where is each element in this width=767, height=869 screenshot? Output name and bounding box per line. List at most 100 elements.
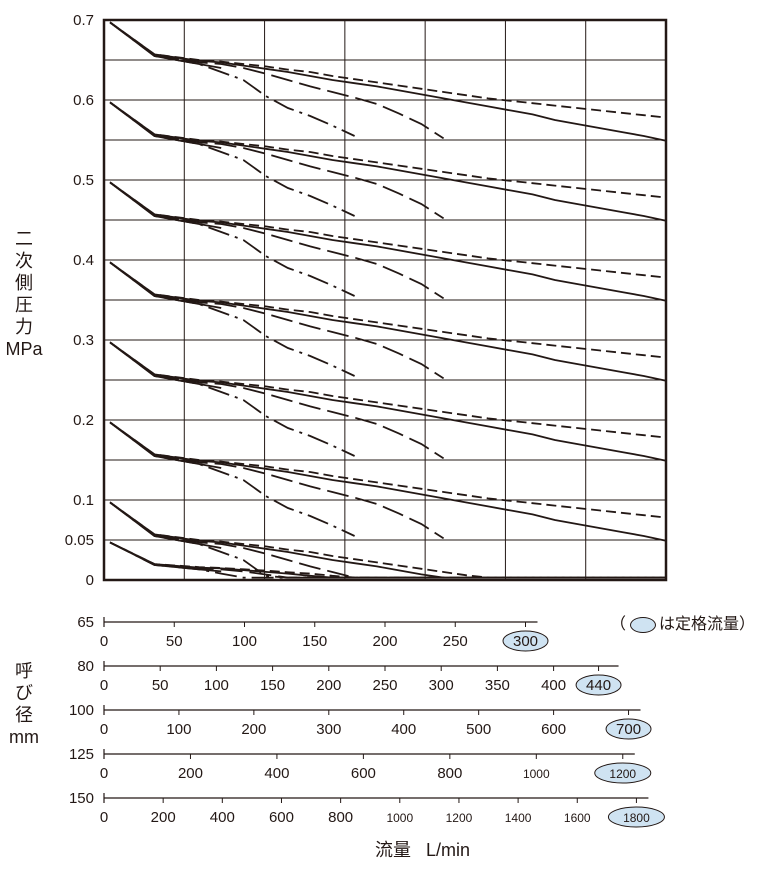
pressure-curve bbox=[109, 181, 355, 297]
flow-tick-label: 400 bbox=[541, 677, 566, 694]
flow-tick-label: 800 bbox=[328, 809, 353, 826]
nominal-size-label: 125 bbox=[69, 746, 94, 763]
diameter-label-char: 径 bbox=[15, 705, 33, 725]
y-tick-label: 0.6 bbox=[73, 92, 94, 109]
rated-flow-label: 700 bbox=[616, 721, 641, 738]
flow-tick-label: 50 bbox=[166, 633, 183, 650]
rated-flow-label: 1800 bbox=[623, 811, 650, 825]
flow-tick-label: 200 bbox=[151, 809, 176, 826]
rated-flow-oval bbox=[607, 806, 665, 828]
pressure-curve bbox=[109, 181, 445, 300]
diameter-axis-label: 呼 び 径 mm bbox=[4, 660, 44, 748]
flow-tick-label: 0 bbox=[100, 765, 108, 782]
pressure-curve bbox=[109, 341, 667, 462]
flow-tick-label: 0 bbox=[100, 721, 108, 738]
y-tick-label: 0.3 bbox=[73, 332, 94, 349]
flow-tick-label: 400 bbox=[391, 721, 416, 738]
y-tick-label: 0.7 bbox=[73, 12, 94, 29]
pressure-curve bbox=[109, 261, 667, 382]
y-label-char: 二 bbox=[15, 229, 33, 249]
pressure-curve bbox=[109, 541, 666, 579]
pressure-curve bbox=[109, 261, 667, 359]
pressure-curve bbox=[109, 181, 667, 302]
x-axis-title: 流量 bbox=[374, 840, 411, 860]
pressure-curve bbox=[109, 101, 667, 222]
rated-flow-oval bbox=[594, 762, 652, 784]
flow-tick-label: 1200 bbox=[446, 811, 473, 825]
flow-tick-label: 600 bbox=[351, 765, 376, 782]
diameter-label-char: び bbox=[15, 683, 33, 703]
flow-tick-label: 0 bbox=[100, 809, 108, 826]
nominal-size-label: 80 bbox=[77, 658, 94, 675]
pressure-curve bbox=[109, 421, 667, 519]
y-label-char: 側 bbox=[15, 273, 33, 293]
flow-tick-label: 350 bbox=[485, 677, 510, 694]
flow-tick-label: 50 bbox=[152, 677, 169, 694]
pressure-curve bbox=[109, 101, 667, 199]
diameter-label-char: 呼 bbox=[15, 661, 33, 681]
y-label-char: 次 bbox=[15, 251, 33, 271]
x-axis-label: 流量 L/min bbox=[0, 836, 767, 862]
pressure-curve bbox=[109, 181, 667, 279]
flow-tick-label: 200 bbox=[178, 765, 203, 782]
pressure-curve bbox=[109, 341, 355, 457]
diameter-unit: mm bbox=[9, 727, 39, 747]
y-label-char: 力 bbox=[15, 317, 33, 337]
flow-tick-label: 150 bbox=[260, 677, 285, 694]
rated-flow-oval bbox=[575, 674, 622, 696]
y-tick-label: 0 bbox=[86, 572, 94, 589]
flow-tick-label: 100 bbox=[204, 677, 229, 694]
pressure-curve bbox=[109, 21, 667, 119]
flow-tick-label: 150 bbox=[302, 633, 327, 650]
rated-oval-icon bbox=[630, 616, 657, 633]
y-axis-unit: MPa bbox=[5, 339, 43, 359]
y-axis-label: 二 次 側 圧 力 MPa bbox=[4, 228, 44, 360]
y-tick-label: 0.5 bbox=[73, 172, 94, 189]
pressure-curve bbox=[109, 21, 667, 142]
flow-tick-label: 0 bbox=[100, 633, 108, 650]
flow-tick-label: 200 bbox=[372, 633, 397, 650]
flow-tick-label: 800 bbox=[437, 765, 462, 782]
flow-tick-label: 250 bbox=[372, 677, 397, 694]
note-text: は定格流量） bbox=[659, 616, 756, 633]
pressure-curve bbox=[109, 541, 355, 579]
flow-tick-label: 250 bbox=[443, 633, 468, 650]
y-label-char: 圧 bbox=[15, 295, 33, 315]
rated-flow-label: 300 bbox=[513, 633, 538, 650]
nominal-size-label: 65 bbox=[77, 614, 94, 631]
rated-flow-oval bbox=[502, 630, 549, 652]
flow-tick-label: 400 bbox=[264, 765, 289, 782]
pressure-curve bbox=[109, 261, 445, 380]
pressure-curve bbox=[109, 101, 445, 220]
flow-tick-label: 200 bbox=[241, 721, 266, 738]
rated-flow-note: （ は定格流量） bbox=[610, 610, 755, 634]
pressure-curve bbox=[109, 261, 355, 377]
pressure-curve bbox=[109, 21, 445, 140]
pressure-curve bbox=[109, 421, 667, 542]
pressure-curve bbox=[109, 541, 666, 579]
rated-flow-label: 1200 bbox=[609, 767, 636, 781]
pressure-curve bbox=[109, 341, 445, 460]
flow-tick-label: 1000 bbox=[523, 767, 550, 781]
flow-tick-label: 0 bbox=[100, 677, 108, 694]
pressure-curve bbox=[109, 21, 355, 137]
y-tick-label: 0.2 bbox=[73, 412, 94, 429]
flow-tick-label: 300 bbox=[429, 677, 454, 694]
note-open-paren: （ bbox=[610, 616, 627, 633]
flow-tick-label: 200 bbox=[316, 677, 341, 694]
flow-tick-label: 1400 bbox=[505, 811, 532, 825]
y-tick-label: 0.05 bbox=[65, 532, 94, 549]
x-axis-unit: L/min bbox=[426, 840, 471, 860]
flow-tick-label: 100 bbox=[232, 633, 257, 650]
y-tick-label: 0.1 bbox=[73, 492, 94, 509]
flow-tick-label: 500 bbox=[466, 721, 491, 738]
pressure-curve bbox=[109, 101, 355, 217]
nominal-size-label: 150 bbox=[69, 790, 94, 807]
pressure-curve bbox=[109, 421, 355, 537]
flow-tick-label: 1600 bbox=[564, 811, 591, 825]
nominal-size-label: 100 bbox=[69, 702, 94, 719]
flow-tick-label: 600 bbox=[541, 721, 566, 738]
flow-tick-label: 400 bbox=[210, 809, 235, 826]
